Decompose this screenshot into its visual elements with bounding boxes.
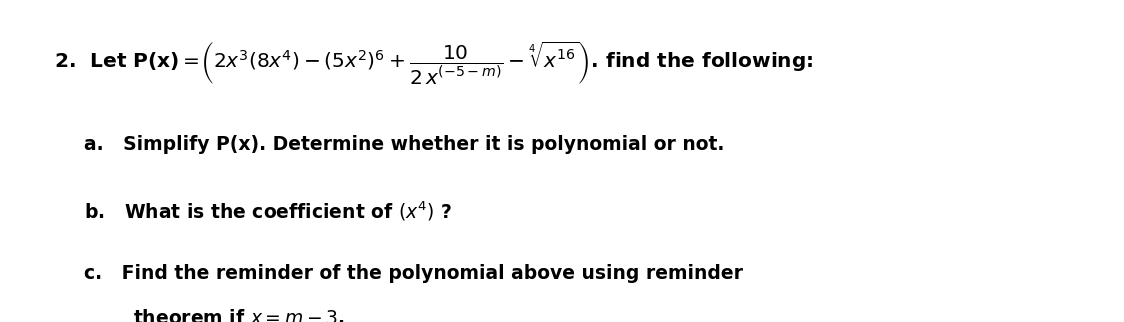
Text: c.   Find the reminder of the polynomial above using reminder: c. Find the reminder of the polynomial a… (84, 264, 743, 283)
Text: a.   Simplify P(x). Determine whether it is polynomial or not.: a. Simplify P(x). Determine whether it i… (84, 135, 725, 154)
Text: theorem if $x = m - 3$.: theorem if $x = m - 3$. (133, 309, 344, 322)
Text: 2.  Let P(x)$=\!\left(2x^3(8x^4) - (5x^2)^6 + \dfrac{10}{2\,x^{(-5-m)}} - \sqrt[: 2. Let P(x)$=\!\left(2x^3(8x^4) - (5x^2)… (54, 39, 814, 86)
Text: b.   What is the coefficient of $(x^4)$ ?: b. What is the coefficient of $(x^4)$ ? (84, 200, 452, 223)
